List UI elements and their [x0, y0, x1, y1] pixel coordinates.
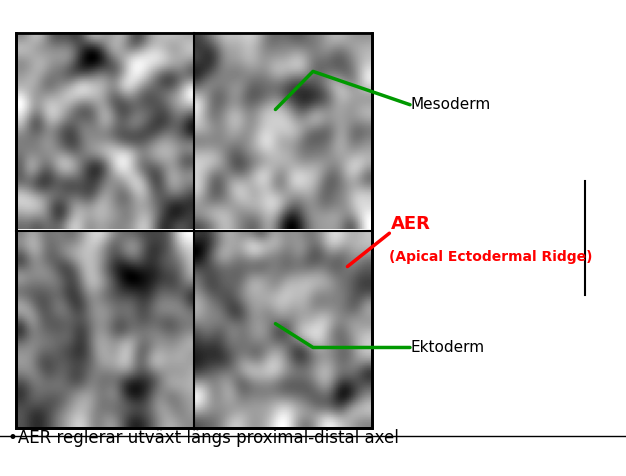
Bar [16, 33, 372, 428]
Text: AER: AER [391, 215, 431, 233]
Text: •AER reglerar utväxt längs proximal-distal axel: •AER reglerar utväxt längs proximal-dist… [8, 429, 398, 447]
Bar [16, 33, 372, 428]
Text: Mesoderm: Mesoderm [410, 97, 490, 112]
Text: Ektoderm: Ektoderm [410, 340, 484, 355]
Text: (Apical Ectodermal Ridge): (Apical Ectodermal Ridge) [389, 250, 593, 264]
